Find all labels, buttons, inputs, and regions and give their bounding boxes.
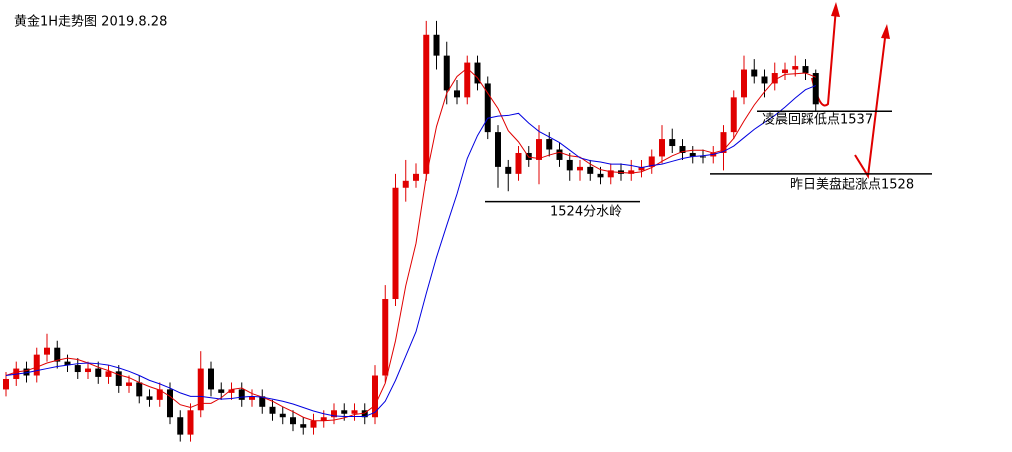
- candle-body: [812, 73, 819, 105]
- arrow-head: [831, 2, 840, 17]
- moving-average: [5, 67, 816, 422]
- candle-body: [218, 389, 225, 393]
- candle-body: [679, 146, 686, 153]
- candle-body: [44, 347, 50, 355]
- candle-body: [720, 132, 727, 153]
- candle-body: [577, 166, 583, 171]
- arrow-heads: [831, 2, 890, 39]
- candle-body: [515, 152, 522, 174]
- candle-body: [761, 76, 768, 84]
- candle-body: [392, 187, 399, 300]
- candle-body: [126, 382, 132, 386]
- candle-body: [3, 378, 9, 390]
- candle-body: [372, 375, 378, 418]
- candle-body: [310, 420, 317, 428]
- candle-body: [361, 410, 368, 418]
- candle-body: [566, 159, 573, 171]
- candle-body: [802, 66, 809, 74]
- candle-body: [197, 368, 204, 411]
- candle-body: [300, 424, 307, 428]
- candle-body: [782, 69, 788, 74]
- chart-title: 黄金1H走势图 2019.8.28: [14, 14, 167, 30]
- candle-body: [669, 139, 676, 147]
- candle-body: [413, 173, 419, 181]
- candle-body: [74, 365, 81, 373]
- candle-body: [279, 413, 286, 418]
- candle-body: [228, 389, 235, 393]
- candle-body: [464, 62, 471, 98]
- candle-body: [259, 396, 266, 407]
- candle-body: [64, 361, 71, 366]
- candle-body: [484, 83, 491, 133]
- candle-body: [105, 371, 112, 377]
- candle-body: [382, 299, 389, 376]
- candle-body: [290, 417, 296, 425]
- candle-body: [146, 396, 153, 400]
- candle-body: [607, 170, 614, 178]
- candle-body: [249, 396, 255, 400]
- candle-body: [536, 139, 542, 160]
- candle-body: [423, 34, 430, 174]
- candle-body: [495, 132, 501, 167]
- candle-body: [454, 90, 460, 98]
- candle-body: [95, 368, 102, 377]
- candle-body: [648, 156, 655, 167]
- candle-body: [628, 170, 635, 174]
- candle-body: [167, 389, 173, 418]
- candle-body: [320, 417, 327, 421]
- candle-body: [341, 410, 348, 414]
- candle-body: [638, 166, 645, 171]
- candle-body: [177, 417, 184, 435]
- candle-body: [156, 389, 163, 400]
- candle-body: [23, 368, 30, 376]
- candle-body: [546, 139, 553, 150]
- candle-body: [741, 69, 747, 98]
- candle-body: [402, 180, 409, 188]
- candle-body: [556, 149, 563, 160]
- moving-average: [5, 85, 816, 418]
- level-label: 1524分水岭: [550, 205, 622, 220]
- candle-body: [700, 156, 706, 158]
- candle-body: [238, 389, 245, 400]
- candle-body: [85, 368, 91, 373]
- candle-body: [443, 55, 450, 91]
- arrows: [811, 7, 887, 179]
- candle-body: [136, 382, 143, 397]
- arrow: [854, 29, 887, 179]
- candle-body: [792, 66, 799, 70]
- level-label: 凌晨回踩低点1537: [762, 113, 873, 128]
- candle-body: [587, 166, 594, 174]
- candle-body: [269, 406, 276, 414]
- candle-body: [33, 354, 40, 376]
- candle-body: [771, 73, 778, 84]
- candle-body: [730, 97, 737, 133]
- candle-body: [659, 139, 665, 157]
- candle-body: [433, 34, 440, 56]
- candle-body: [751, 69, 758, 77]
- candle-body: [505, 166, 512, 174]
- candle-body: [331, 410, 337, 418]
- candle-body: [208, 368, 214, 390]
- level-label: 昨日美盘起涨点1528: [790, 177, 914, 193]
- candle-body: [187, 410, 194, 435]
- candle-body: [115, 371, 122, 386]
- candle-body: [597, 173, 604, 178]
- candle-body: [474, 62, 481, 84]
- candle-body: [54, 347, 61, 362]
- arrow-head: [881, 24, 890, 39]
- candle-body: [689, 152, 696, 157]
- candle-body: [351, 410, 358, 414]
